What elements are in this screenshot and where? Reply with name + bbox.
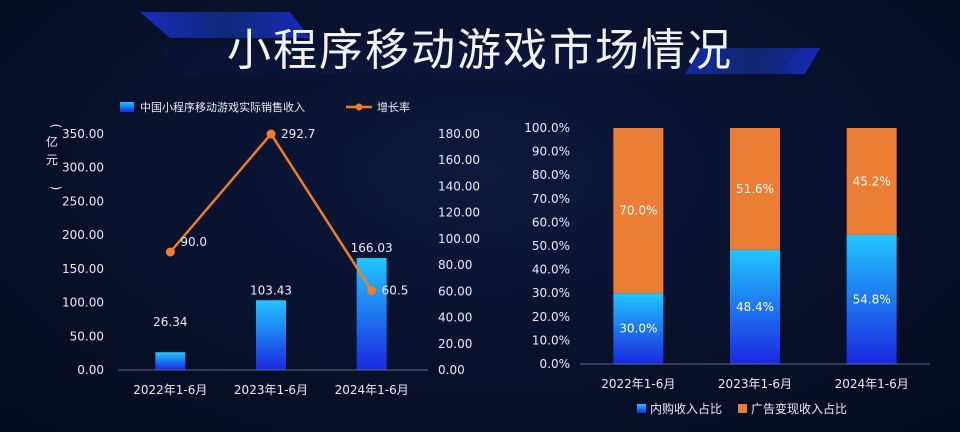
- y-axis-right-ticks: 0.00 20.00 40.00 60.00 80.00 100.00 120.00 140.…: [438, 127, 480, 377]
- ad-share-bar: [730, 128, 780, 250]
- growth-data-label: 60.5: [382, 284, 409, 298]
- revenue-growth-chart: 中国小程序移动游戏实际销售收入 增长率 ( 亿元) 0.00 50.00 100.00 1…: [46, 100, 480, 397]
- growth-point: [367, 286, 377, 296]
- y-right-tick-label: 160.00: [438, 153, 480, 167]
- x-axis-labels: 2022年1-6月 2023年1-6月 2024年1-6月: [580, 363, 930, 391]
- chart-legend: 内购收入占比 广告变现收入占比: [637, 401, 847, 416]
- ad-share-bar: [846, 128, 897, 235]
- growth-point: [266, 129, 276, 139]
- y-tick-label: 350.00: [62, 127, 104, 141]
- y-tick-label: 80.0%: [532, 168, 570, 182]
- y-tick-label: 90.0%: [532, 145, 570, 159]
- ad-share-bar: [613, 128, 664, 294]
- legend-swatch-inapp: [637, 404, 646, 413]
- y-tick-label: 250.00: [62, 194, 104, 208]
- y-axis-title-char: 亿: [46, 134, 58, 149]
- page-title: 小程序移动游戏市场情况: [227, 25, 733, 76]
- y-right-tick-label: 180.00: [438, 127, 480, 141]
- line-series: 90.0 292.7 60.5: [165, 127, 409, 298]
- y-tick-label: 10.0%: [532, 333, 570, 347]
- chart-legend: 中国小程序移动游戏实际销售收入 增长率: [120, 100, 410, 114]
- revenue-data-label: 166.03: [351, 241, 393, 255]
- x-tick-label: 2022年1-6月: [601, 377, 675, 391]
- y-axis-ticks: 0.0% 10.0% 20.0% 30.0% 40.0% 50.0% 60.0% 70.0% 8…: [524, 121, 570, 371]
- y-tick-label: 0.00: [77, 363, 104, 377]
- inapp-share-label: 30.0%: [619, 322, 657, 336]
- y-right-tick-label: 20.00: [438, 337, 472, 351]
- ad-share-label: 70.0%: [619, 204, 657, 218]
- y-tick-label: 70.0%: [532, 192, 570, 206]
- revenue-bar: [155, 352, 186, 370]
- legend-label-inapp: 内购收入占比: [650, 401, 722, 416]
- y-right-tick-label: 120.00: [438, 206, 480, 220]
- y-tick-label: 100.00: [62, 296, 104, 310]
- legend-label-ad: 广告变现收入占比: [751, 401, 847, 416]
- y-tick-label: 300.00: [62, 161, 104, 175]
- title-banner: [140, 12, 820, 74]
- growth-data-label: 90.0: [180, 235, 207, 249]
- revenue-data-label: 26.34: [153, 315, 187, 329]
- bar-series: 26.34 103.43 166.03: [153, 241, 393, 370]
- x-tick-label: 2023年1-6月: [718, 377, 792, 391]
- y-right-tick-label: 100.00: [438, 232, 480, 246]
- legend-label-growth: 增长率: [377, 100, 410, 114]
- y-right-tick-label: 140.00: [438, 179, 480, 193]
- inapp-share-label: 54.8%: [853, 292, 891, 306]
- revenue-bar: [256, 300, 286, 370]
- x-tick-label: 2024年1-6月: [335, 383, 409, 397]
- x-tick-label: 2024年1-6月: [835, 377, 909, 391]
- y-tick-label: 50.0%: [532, 239, 570, 253]
- y-right-tick-label: 0.00: [438, 363, 465, 377]
- y-axis-ticks: 0.00 50.00 100.00 150.00 200.00 250.00 300.00 3…: [62, 127, 104, 377]
- x-tick-label: 2022年1-6月: [133, 383, 207, 397]
- inapp-share-bar: [846, 234, 897, 364]
- legend-label-revenue: 中国小程序移动游戏实际销售收入: [140, 100, 305, 114]
- legend-swatch-ad: [738, 404, 747, 413]
- ad-share-label: 45.2%: [853, 174, 891, 188]
- growth-point: [165, 247, 175, 257]
- y-axis-title: ( 亿元): [46, 124, 63, 191]
- y-tick-label: 30.0%: [532, 286, 570, 300]
- ad-share-label: 51.6%: [736, 182, 774, 196]
- inapp-share-label: 48.4%: [736, 300, 774, 314]
- y-right-tick-label: 40.00: [438, 311, 472, 325]
- legend-swatch-revenue: [120, 102, 134, 112]
- revenue-data-label: 103.43: [250, 283, 292, 297]
- inapp-share-bar: [730, 249, 780, 364]
- y-tick-label: 100.0%: [524, 121, 570, 135]
- y-tick-label: 20.0%: [532, 310, 570, 324]
- x-tick-label: 2023年1-6月: [234, 383, 308, 397]
- revenue-share-chart: 0.0% 10.0% 20.0% 30.0% 40.0% 50.0% 60.0% 70.0% 8…: [524, 121, 930, 416]
- x-axis-labels: 2022年1-6月 2023年1-6月 2024年1-6月: [118, 369, 428, 397]
- y-tick-label: 0.0%: [540, 357, 571, 371]
- y-tick-label: 40.0%: [532, 263, 570, 277]
- growth-data-label: 292.7: [281, 127, 315, 141]
- y-axis-title-close: ): [49, 186, 63, 191]
- y-tick-label: 200.00: [62, 228, 104, 242]
- y-tick-label: 60.0%: [532, 215, 570, 229]
- growth-line: [169, 131, 373, 292]
- legend-marker-growth: [355, 103, 363, 111]
- y-tick-label: 150.00: [62, 262, 104, 276]
- inapp-share-bar: [613, 293, 664, 364]
- y-tick-label: 50.00: [70, 329, 104, 343]
- stacked-bar-series: 30.0% 70.0% 48.4% 51.6% 54.8% 45.2%: [613, 128, 897, 364]
- y-right-tick-label: 60.00: [438, 284, 472, 298]
- y-axis-title-char: 元: [46, 153, 58, 167]
- y-right-tick-label: 80.00: [438, 258, 472, 272]
- y-axis-title-open: (: [49, 124, 63, 129]
